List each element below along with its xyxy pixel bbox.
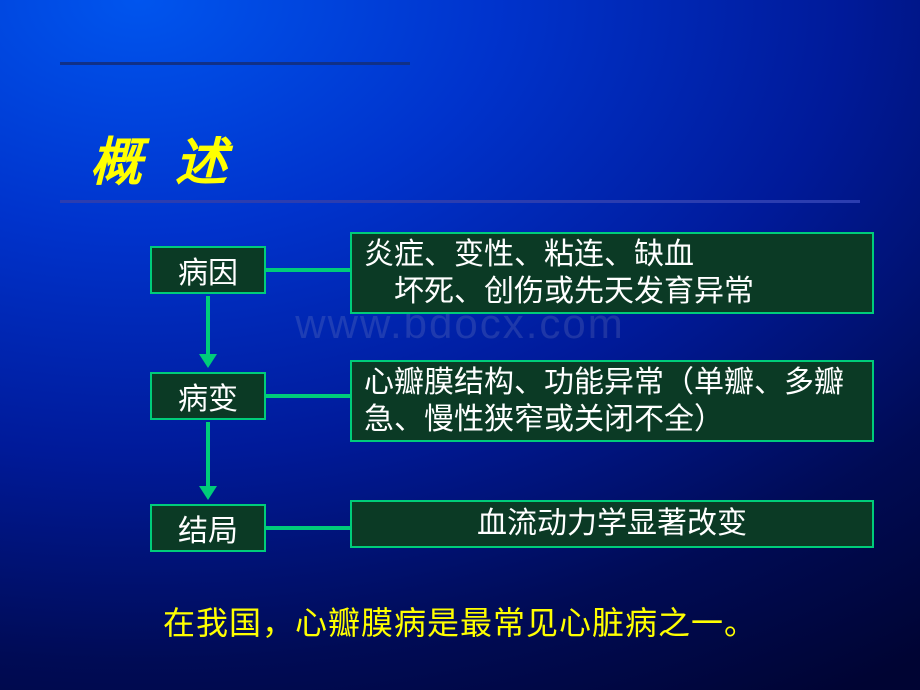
top-accent-line — [60, 62, 410, 65]
footer-text: 在我国，心瓣膜病是最常见心脏病之一。 — [0, 598, 920, 644]
detail-outcome: 血流动力学显著改变 — [350, 500, 874, 548]
detail-lesion: 心瓣膜结构、功能异常（单瓣、多瓣急、慢性狭窄或关闭不全） — [350, 360, 874, 442]
node-cause-label: 病因 — [178, 248, 238, 292]
slide: 概 述 www.bdocx.com 病因 炎症、变性、粘连、缺血 坏死、创伤或先… — [0, 0, 920, 690]
detail-outcome-text: 血流动力学显著改变 — [477, 505, 747, 543]
node-lesion: 病变 — [150, 372, 266, 420]
connector-cause — [266, 268, 350, 272]
connector-outcome — [266, 526, 350, 530]
node-cause: 病因 — [150, 246, 266, 294]
detail-lesion-text: 心瓣膜结构、功能异常（单瓣、多瓣急、慢性狭窄或关闭不全） — [364, 364, 860, 439]
arrow-lesion-to-outcome — [206, 422, 210, 488]
node-lesion-label: 病变 — [178, 374, 238, 418]
title-underline — [60, 200, 860, 203]
detail-cause: 炎症、变性、粘连、缺血 坏死、创伤或先天发育异常 — [350, 232, 874, 314]
slide-title: 概 述 — [90, 120, 237, 195]
node-outcome-label: 结局 — [178, 506, 238, 550]
arrow-cause-to-lesion — [206, 296, 210, 356]
node-outcome: 结局 — [150, 504, 266, 552]
detail-cause-text: 炎症、变性、粘连、缺血 坏死、创伤或先天发育异常 — [364, 236, 754, 311]
connector-lesion — [266, 394, 350, 398]
